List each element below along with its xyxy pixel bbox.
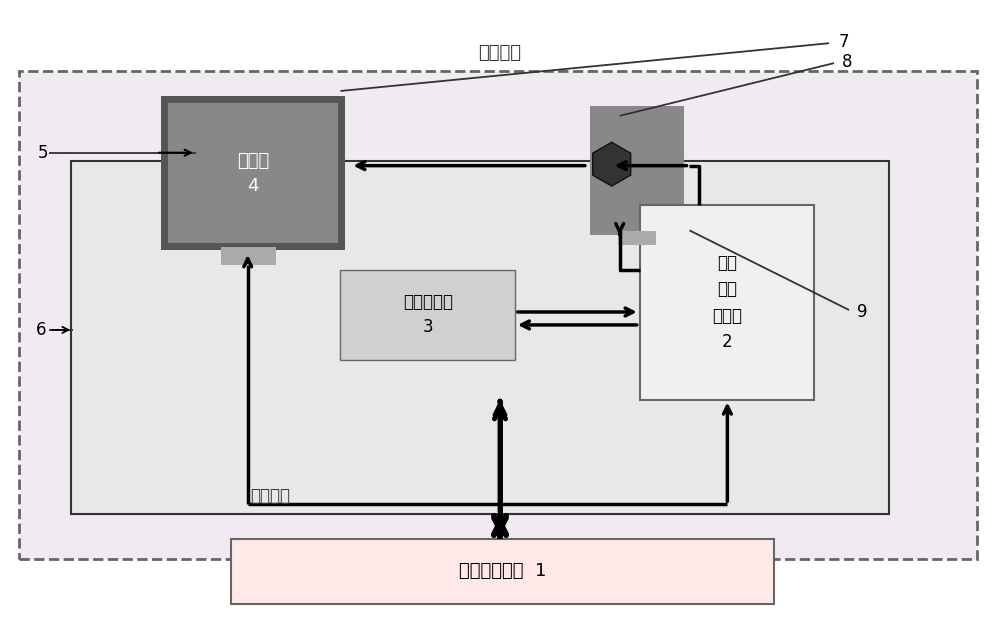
Text: 5: 5 [38,144,49,162]
Bar [340,270,515,360]
Polygon shape [593,142,631,186]
Text: 卫星平台: 卫星平台 [251,487,291,505]
Text: 6: 6 [36,321,47,339]
Bar [640,205,814,400]
Bar [19,71,977,559]
Text: 空间环境: 空间环境 [479,44,522,62]
Text: 探测器
4: 探测器 4 [237,152,269,195]
Bar [231,539,774,604]
Bar [221,247,276,265]
Bar [161,96,345,250]
Text: 7: 7 [839,33,850,51]
Bar [618,231,656,246]
Text: 8: 8 [842,53,853,71]
Bar [71,161,889,514]
Text: 光子计数器
3: 光子计数器 3 [403,293,453,337]
Text: 地面控制系统  1: 地面控制系统 1 [459,562,546,580]
Text: 9: 9 [857,303,868,321]
Bar [168,103,338,243]
Text: 星载
中央
控制器
2: 星载 中央 控制器 2 [712,254,742,351]
Bar [590,106,684,236]
